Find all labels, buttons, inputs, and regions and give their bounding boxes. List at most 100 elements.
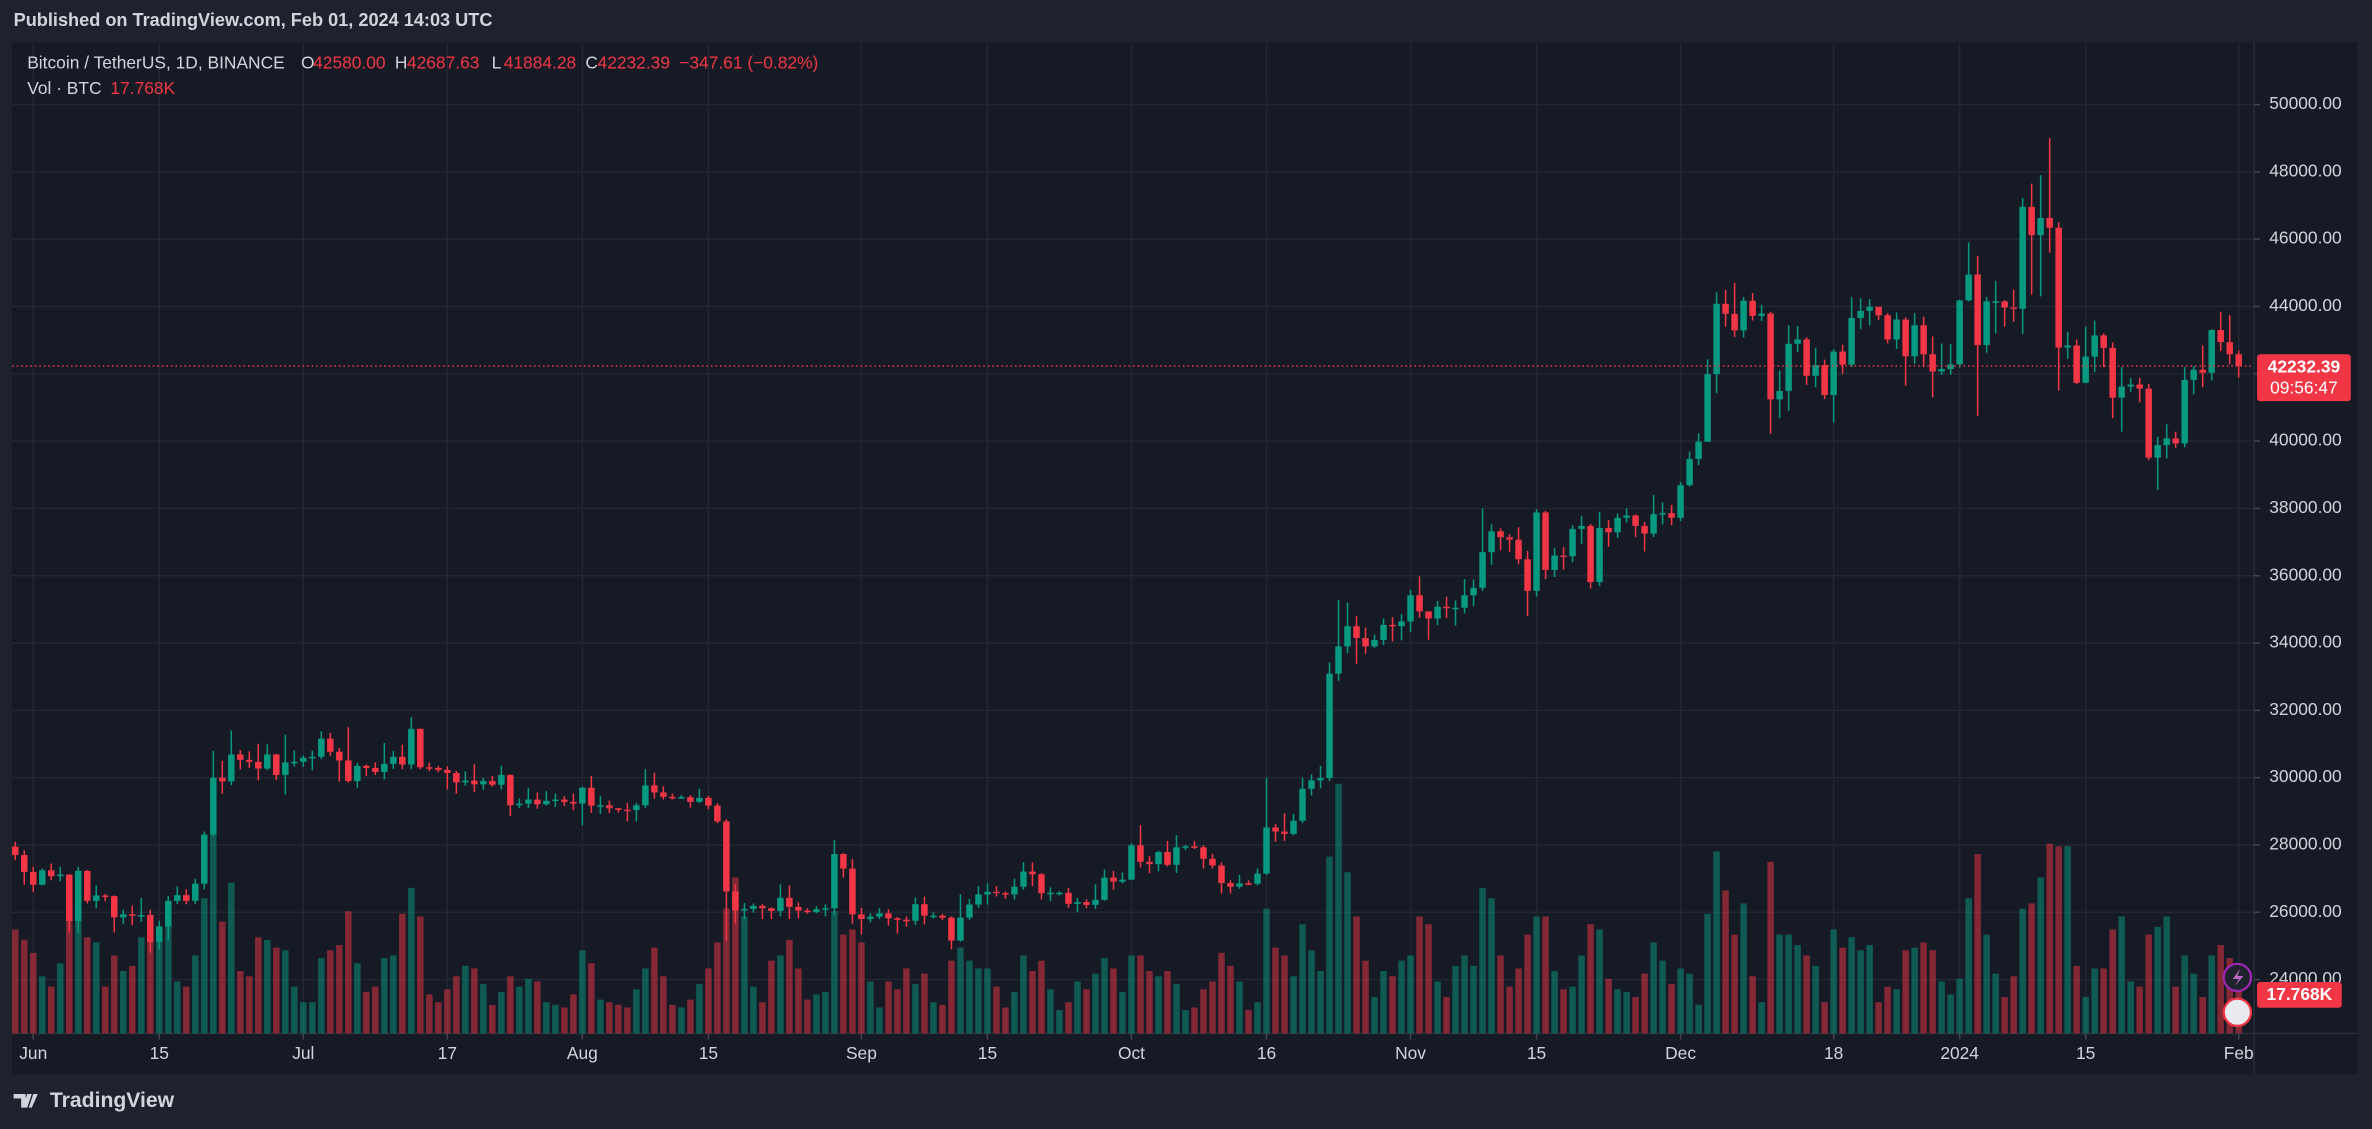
volume-bar <box>39 976 46 1034</box>
candle-body <box>1281 831 1288 834</box>
volume-bar <box>1020 955 1027 1034</box>
volume-bar <box>1470 965 1477 1034</box>
x-tick-label: 2024 <box>1940 1043 1979 1063</box>
volume-bar <box>786 939 793 1034</box>
candle-body <box>750 905 757 909</box>
volume-bar <box>1812 965 1819 1034</box>
candle-body <box>210 777 217 835</box>
legend-value: 42687.63 <box>407 52 479 72</box>
volume-bar <box>777 955 784 1034</box>
volume-bar <box>975 968 982 1034</box>
candle-body <box>1965 274 1972 301</box>
candle-body <box>408 728 415 765</box>
volume-bar <box>993 986 1000 1034</box>
volume-bar <box>2208 955 2215 1034</box>
candle-body <box>1407 595 1414 622</box>
candles <box>12 138 2255 953</box>
candle-body <box>246 759 253 762</box>
x-tick-label: Feb <box>2224 1043 2254 1063</box>
candle-body <box>1182 846 1189 848</box>
candle-body <box>624 809 631 812</box>
candle-body <box>228 754 235 782</box>
volume-bar <box>1155 976 1162 1034</box>
volume-bar <box>1569 986 1576 1034</box>
candle-body <box>1785 343 1792 391</box>
candle-body <box>1074 902 1081 904</box>
y-tick-label: 46000.00 <box>2269 228 2341 248</box>
y-tick-label: 28000.00 <box>2269 834 2341 854</box>
volume-bar <box>1632 997 1639 1034</box>
volume-bar <box>120 971 127 1034</box>
candle-body <box>696 797 703 802</box>
candle-body <box>1245 883 1252 885</box>
volume-bar <box>984 968 991 1034</box>
volume-bar <box>1677 968 1684 1034</box>
volume-bar <box>1623 991 1630 1034</box>
volume-bar <box>480 984 487 1034</box>
candle-body <box>1713 303 1720 375</box>
x-tick-label: 17 <box>438 1043 457 1063</box>
candle-body <box>714 805 721 822</box>
candle-body <box>390 756 397 764</box>
candle-body <box>237 754 244 760</box>
candle-body <box>309 756 316 759</box>
volume-bar <box>507 976 514 1034</box>
candle-body <box>165 900 172 927</box>
volume-bar <box>156 939 163 1034</box>
last-price-label: 42232.39 <box>2268 356 2341 376</box>
volume-bar <box>1785 934 1792 1034</box>
volume-bar <box>309 1002 316 1034</box>
chart-title: Bitcoin / TetherUS, 1D, BINANCE <box>27 52 285 72</box>
candle-body <box>1911 325 1918 357</box>
candle-body <box>1722 303 1729 314</box>
volume-bar <box>444 989 451 1034</box>
volume-bar <box>759 1002 766 1034</box>
candle-body <box>1623 515 1630 518</box>
candle-body <box>606 805 613 809</box>
volume-bar <box>1713 851 1720 1034</box>
candle-body <box>1875 306 1882 316</box>
candle-body <box>1569 528 1576 557</box>
volume-bar <box>1236 981 1243 1034</box>
volume-bar <box>1578 955 1585 1034</box>
candle-body <box>1515 539 1522 560</box>
candle-body <box>453 772 460 783</box>
candle-body <box>2055 227 2062 348</box>
volume-bar <box>2109 929 2116 1034</box>
logo-mark <box>13 1093 38 1108</box>
volume-bar <box>345 911 352 1034</box>
candle-body <box>1605 527 1612 533</box>
volume-label-box <box>2257 982 2342 1008</box>
volume-bar <box>48 986 55 1034</box>
candle-body <box>1830 351 1837 395</box>
candle-body <box>813 909 820 912</box>
volume-bar <box>129 965 136 1034</box>
candle-body <box>1650 514 1657 534</box>
candle-body <box>1452 607 1459 610</box>
lightning-icon <box>2232 968 2244 987</box>
flag-icon[interactable] <box>2222 997 2253 1028</box>
volume-bar <box>1731 934 1738 1034</box>
candle-body <box>930 915 937 918</box>
volume-legend: Vol · BTC <box>27 78 101 98</box>
volume-value: 17.768K <box>110 78 175 98</box>
candle-body <box>1740 300 1747 331</box>
candle-body <box>174 895 181 901</box>
candle-body <box>615 808 622 810</box>
candle-body <box>219 777 226 782</box>
candle-body <box>1542 512 1549 571</box>
volume-bar <box>1173 984 1180 1034</box>
volume-bar <box>1641 973 1648 1034</box>
candle-body <box>255 761 262 769</box>
y-tick-label: 32000.00 <box>2269 699 2341 719</box>
volume-bar <box>381 958 388 1034</box>
candle-body <box>570 801 577 804</box>
volume-bar <box>1056 1010 1063 1034</box>
volume-bar <box>1686 973 1693 1034</box>
candle-body <box>867 916 874 920</box>
candle-body <box>2163 438 2170 446</box>
x-tick-label: Oct <box>1118 1043 1145 1063</box>
candle-body <box>2028 206 2035 236</box>
volume-bar <box>1416 916 1423 1034</box>
